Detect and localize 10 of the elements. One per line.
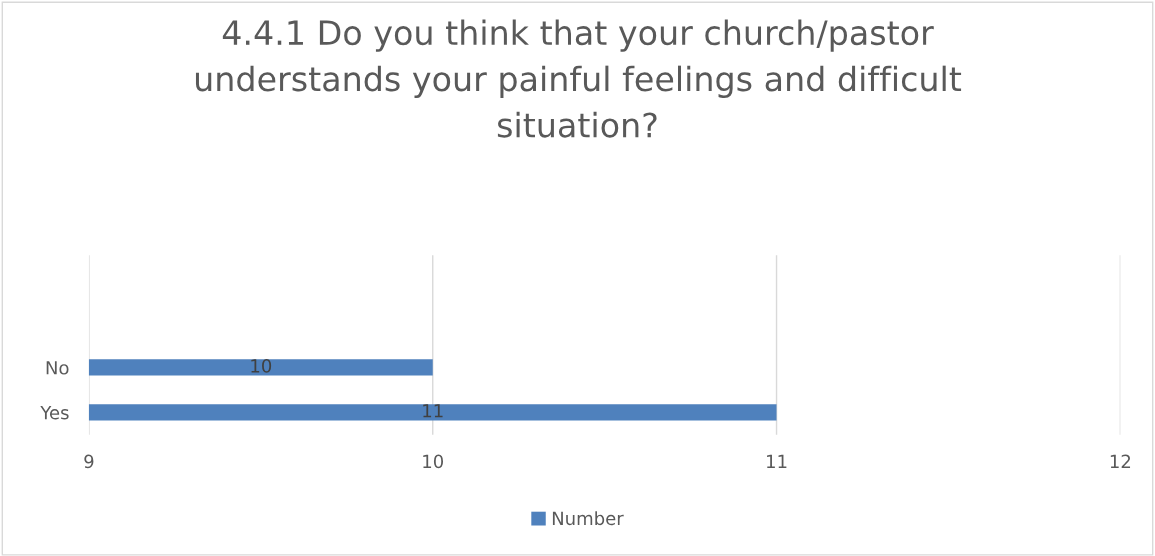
x-tick-label: 9	[84, 454, 94, 469]
legend-label: Number	[552, 511, 624, 526]
x-tick-label: 12	[1110, 454, 1131, 468]
x-tick-label: 10	[423, 454, 444, 469]
data-label: 11	[423, 404, 443, 418]
chart-title: 4.4.1 Do you think that your church/pastor understands your painful feelings and difficult situation?	[195, 19, 962, 138]
y-tick-label: No	[46, 361, 69, 375]
x-tick-label: 11	[767, 454, 787, 468]
data-label: 10	[251, 359, 272, 373]
y-tick-label: Yes	[40, 406, 69, 420]
